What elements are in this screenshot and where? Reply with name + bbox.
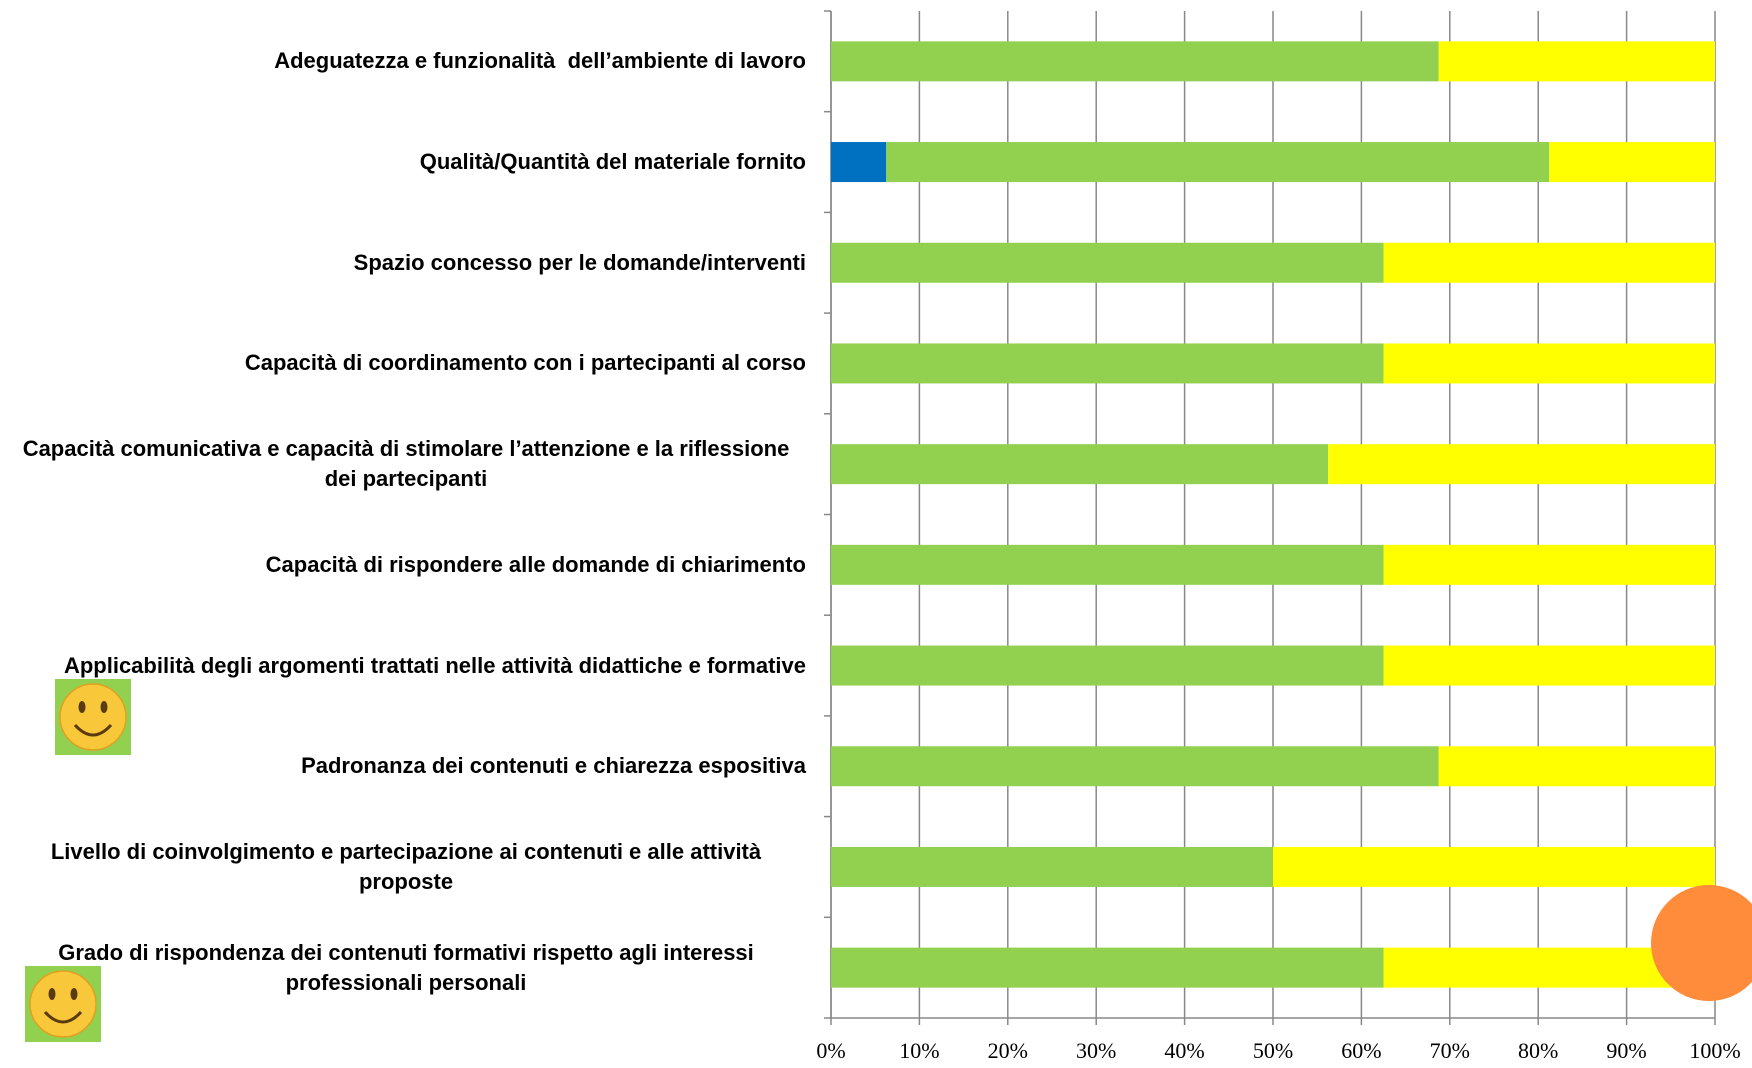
smiley-eye — [100, 701, 108, 713]
bar-segment — [831, 142, 887, 183]
x-tick-label: 100% — [1689, 1038, 1740, 1063]
smiley-eye — [48, 988, 56, 1000]
x-tick-label: 60% — [1341, 1038, 1381, 1063]
bar-segment — [831, 41, 1439, 82]
bar-segment — [831, 947, 1384, 988]
smiley-eye — [78, 701, 86, 713]
x-tick-label: 10% — [899, 1038, 939, 1063]
x-tick-label: 40% — [1164, 1038, 1204, 1063]
category-label: Spazio concesso per le domande/intervent… — [353, 249, 806, 275]
bar-segment — [1438, 41, 1715, 82]
category-label: Padronanza dei contenuti e chiarezza esp… — [301, 753, 806, 779]
smiley — [29, 970, 97, 1038]
x-tick-label: 50% — [1253, 1038, 1293, 1063]
bar-segment — [831, 746, 1439, 787]
x-tick-label: 90% — [1606, 1038, 1646, 1063]
bar-segment — [1383, 645, 1715, 686]
x-tick-label: 0% — [816, 1038, 845, 1063]
bar-segment — [1549, 142, 1715, 183]
x-tick-label: 80% — [1518, 1038, 1558, 1063]
bar-segment — [1383, 544, 1715, 585]
x-tick-label: 20% — [988, 1038, 1028, 1063]
x-tick-label: 70% — [1430, 1038, 1470, 1063]
bar-segment — [831, 544, 1384, 585]
smiley-mouth — [43, 1010, 83, 1024]
bar-segment — [1273, 846, 1715, 887]
bar-segment — [831, 846, 1273, 887]
category-label: Capacità comunicativa e capacità di stim… — [22, 436, 796, 492]
decor — [25, 679, 131, 1042]
bar-segment — [831, 645, 1384, 686]
category-label: Livello di coinvolgimento e partecipazio… — [50, 838, 768, 894]
category-label: Qualità/Quantità del materiale fornito — [419, 149, 806, 175]
smiley-mouth — [73, 723, 113, 737]
bar-segment — [1383, 242, 1715, 283]
bar-segment — [831, 343, 1384, 384]
category-label: Adeguatezza e funzionalità dell’ambiente… — [274, 48, 806, 74]
x-tick-label: 30% — [1076, 1038, 1116, 1063]
category-label: Capacità di coordinamento con i partecip… — [244, 350, 806, 376]
bar-segment — [886, 142, 1550, 183]
category-label: Applicabilità degli argomenti trattati n… — [63, 652, 806, 678]
decor-circle — [1651, 885, 1752, 1001]
bar-segment — [1438, 746, 1715, 787]
smiley — [59, 683, 127, 751]
smiley-eye — [70, 988, 78, 1000]
bar-segment — [831, 444, 1329, 485]
bar-segment — [831, 242, 1384, 283]
category-label: Grado di rispondenza dei contenuti forma… — [58, 939, 767, 995]
bar-segment — [1383, 343, 1715, 384]
bar-segment — [1328, 444, 1715, 485]
category-label: Capacità di rispondere alle domande di c… — [265, 551, 806, 577]
